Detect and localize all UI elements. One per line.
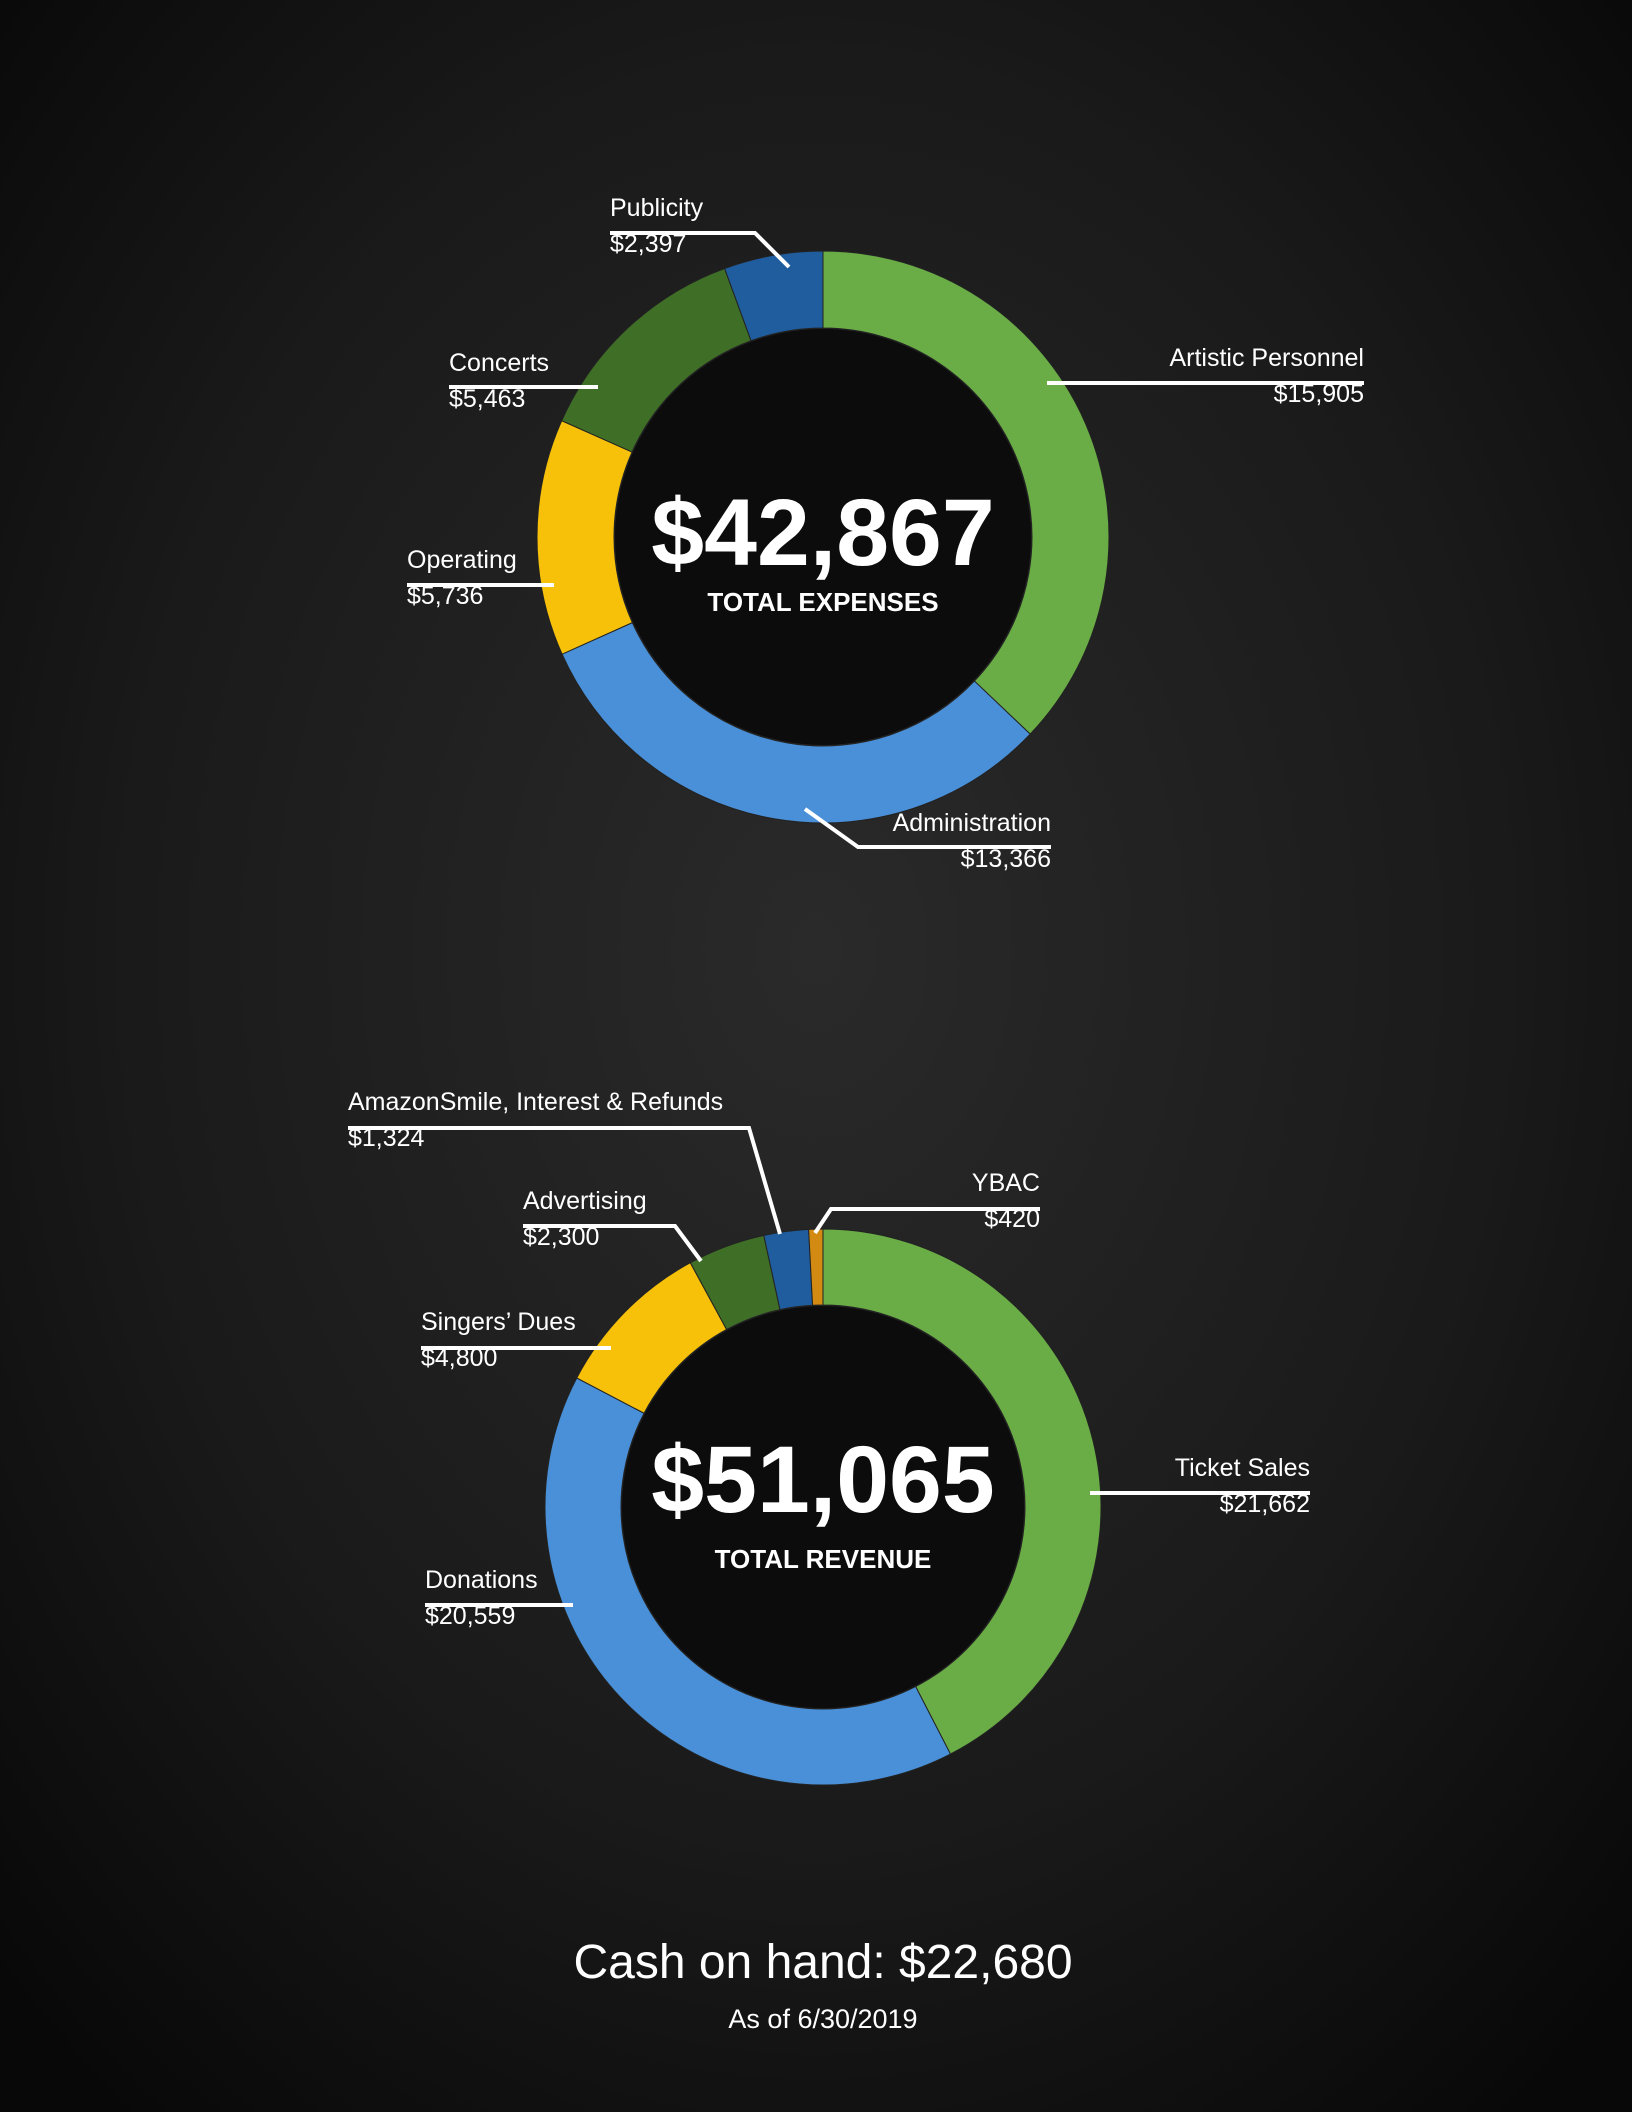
as-of-date: As of 6/30/2019 [728, 2004, 917, 2034]
donut-segment [561, 621, 1031, 824]
category-label: AmazonSmile, Interest & Refunds [348, 1088, 723, 1116]
donut-segment [822, 1228, 1102, 1755]
donut-hole [622, 1306, 1024, 1708]
value-label: $2,397 [610, 230, 686, 258]
category-label: Concerts [449, 349, 549, 377]
leader-line [348, 1126, 782, 1235]
category-label: YBAC [972, 1169, 1040, 1197]
value-label: $420 [984, 1205, 1040, 1233]
category-label: Publicity [610, 194, 704, 222]
donut-segment [808, 1228, 824, 1306]
category-label: Operating [407, 546, 517, 574]
category-label: Advertising [523, 1187, 647, 1215]
center-label: TOTAL REVENUE [715, 1544, 932, 1574]
donut-segment [822, 250, 1110, 735]
center-label: TOTAL EXPENSES [707, 587, 938, 617]
value-label: $20,559 [425, 1602, 515, 1630]
value-label: $15,905 [1274, 380, 1364, 408]
value-label: $4,800 [421, 1344, 497, 1372]
value-label: $1,324 [348, 1124, 425, 1152]
category-label: Artistic Personnel [1169, 344, 1364, 372]
category-label: Ticket Sales [1175, 1454, 1310, 1482]
cash-on-hand: Cash on hand: $22,680 [573, 1936, 1072, 1989]
category-label: Donations [425, 1566, 538, 1594]
category-label: Administration [893, 809, 1051, 837]
donut-hole [615, 329, 1031, 745]
donut-segment [544, 1377, 952, 1786]
value-label: $5,736 [407, 582, 483, 610]
center-value: $42,867 [651, 480, 994, 586]
value-label: $5,463 [449, 385, 525, 413]
value-label: $21,662 [1220, 1490, 1310, 1518]
leader-line [803, 807, 1051, 849]
value-label: $2,300 [523, 1223, 599, 1251]
category-label: Singers’ Dues [421, 1308, 576, 1336]
donut-segment [723, 250, 824, 342]
center-value: $51,065 [651, 1427, 994, 1533]
value-label: $13,366 [961, 845, 1051, 873]
leader-line [523, 1224, 703, 1263]
leader-line [813, 1207, 1040, 1235]
leader-line [610, 231, 791, 269]
